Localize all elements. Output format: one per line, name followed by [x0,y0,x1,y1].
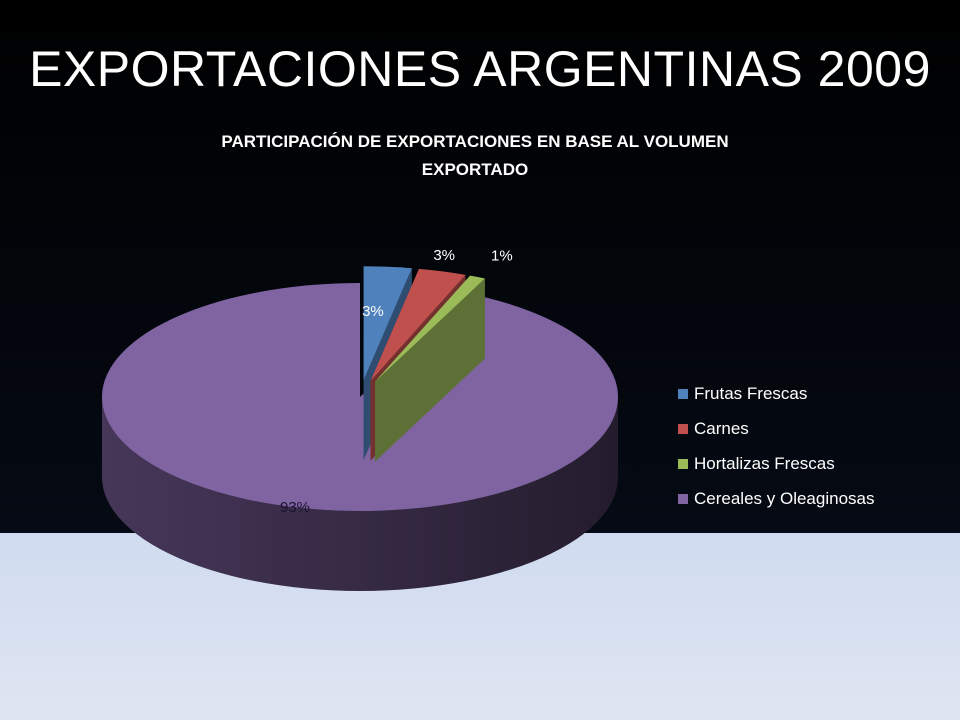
chart-title-line-2: EXPORTADO [421,160,529,179]
data-label-1: 3% [433,247,455,264]
legend-swatch [678,493,688,504]
legend-label: Cereales y Oleaginosas [694,488,875,508]
pie-slice-top [102,283,618,511]
pie-slice-top [370,268,466,381]
legend-label: Carnes [694,418,749,438]
legend-item-frutas-frescas: Frutas Frescas [678,376,874,411]
chart-legend: Frutas Frescas Carnes Hortalizas Frescas… [678,376,874,516]
chart-title: PARTICIPACIÓN DE EXPORTACIONES EN BASE A… [160,128,790,184]
slide-title: EXPORTACIONES ARGENTINAS 2009 [29,41,931,97]
legend-item-cereales-y-oleaginosas: Cereales y Oleaginosas [678,481,874,516]
legend-item-carnes: Carnes [678,411,874,446]
legend-swatch [678,458,688,469]
pie-slice-top [375,275,485,382]
data-label-0: 3% [362,303,384,320]
legend-label: Frutas Frescas [694,383,808,403]
legend-label: Hortalizas Frescas [694,453,835,473]
pie-slice-outer-wall [102,397,618,591]
legend-item-hortalizas-frescas: Hortalizas Frescas [678,446,874,481]
pie-slice-2 [375,275,485,462]
legend-swatch [678,388,688,399]
chart-title-line-1: PARTICIPACIÓN DE EXPORTACIONES EN BASE A… [221,132,729,151]
pie-slice-side-wall [375,278,485,462]
legend-swatch [678,423,688,434]
data-label-3: 93% [280,499,310,516]
pie-slice-3 [102,283,618,591]
pie-slice-top [363,266,412,381]
data-label-2: 1% [491,247,513,264]
